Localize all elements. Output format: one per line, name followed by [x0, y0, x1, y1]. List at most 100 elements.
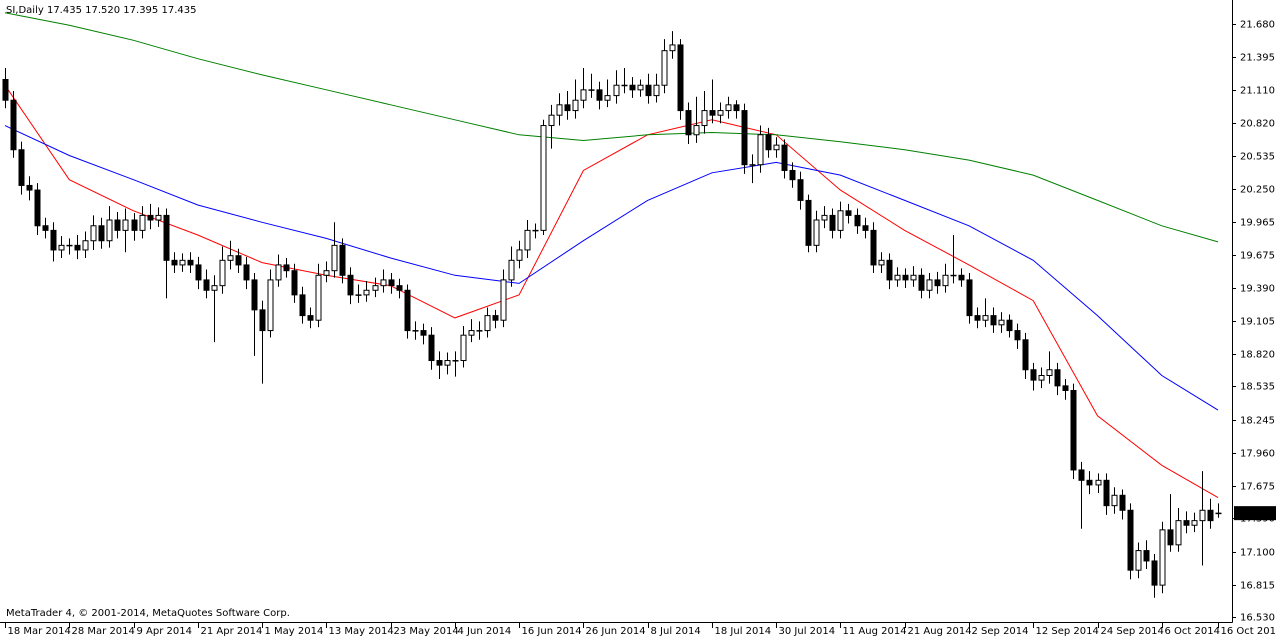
- candle-body: [42, 225, 49, 231]
- candle-body: [50, 229, 57, 251]
- candle-body: [604, 95, 611, 101]
- candle-body: [1086, 479, 1093, 486]
- candle-body: [717, 110, 724, 116]
- candle-body: [339, 244, 346, 276]
- candle-body: [460, 334, 467, 362]
- candle-body: [918, 274, 925, 291]
- candle-body: [412, 330, 419, 332]
- candle-body: [307, 315, 314, 321]
- candle-body: [669, 44, 676, 52]
- candle-body: [845, 210, 852, 216]
- candle-body: [902, 274, 909, 281]
- y-tick-label: 17.100: [1240, 548, 1275, 559]
- candle-body: [34, 189, 41, 227]
- candle-body: [1127, 509, 1134, 571]
- candle-body: [854, 214, 861, 227]
- candle-body: [958, 274, 965, 281]
- candle-body: [420, 330, 427, 336]
- candle-body: [187, 259, 194, 266]
- candle-body: [452, 360, 459, 362]
- candle-body: [468, 330, 475, 336]
- candle-body: [894, 274, 901, 281]
- y-tick-label: 21.110: [1240, 86, 1275, 97]
- candle-body: [1095, 479, 1102, 486]
- candle-body: [2, 78, 9, 101]
- x-tick-label: 11 Aug 2014: [843, 626, 907, 637]
- price-marker: [1234, 506, 1276, 521]
- candle-body: [396, 285, 403, 291]
- x-tick-label: 21 Aug 2014: [908, 626, 972, 637]
- candle-body: [733, 104, 740, 112]
- candle-body: [701, 110, 708, 127]
- y-tick-label: 19.105: [1240, 317, 1275, 328]
- candle-body: [741, 110, 748, 166]
- candle-body: [500, 279, 507, 321]
- candle-body: [347, 274, 354, 296]
- moving-average: [4, 12, 1219, 243]
- moving-average: [4, 84, 1219, 499]
- x-tick-label: 21 Apr 2014: [201, 626, 263, 637]
- candle-body: [227, 255, 234, 261]
- candle-body: [950, 274, 957, 277]
- candle-body: [66, 244, 73, 247]
- candle-body: [508, 259, 515, 281]
- candle-body: [1062, 385, 1069, 391]
- candle-body: [251, 279, 258, 311]
- candle-body: [163, 214, 170, 261]
- y-tick-label: 21.680: [1240, 20, 1275, 31]
- candle-body: [275, 264, 282, 281]
- x-tick-label: 16 Oct 2014: [1221, 626, 1276, 637]
- candle-body: [781, 144, 788, 171]
- candle-body: [436, 360, 443, 366]
- x-tick-label: 4 Jun 2014: [458, 626, 512, 637]
- candle-body: [131, 219, 138, 231]
- candle-body: [323, 270, 330, 276]
- candle-body: [26, 184, 33, 191]
- candle-body: [331, 244, 338, 272]
- y-tick-label: 17.960: [1240, 449, 1275, 460]
- candle-body: [588, 89, 595, 91]
- candle-body: [1119, 494, 1126, 511]
- candle-body: [1143, 550, 1150, 562]
- candle-body: [82, 240, 89, 251]
- candle-body: [355, 294, 362, 296]
- candle-body: [1175, 520, 1182, 546]
- candle-body: [709, 110, 716, 116]
- candle-body: [315, 274, 322, 321]
- x-tick-label: 8 Jul 2014: [651, 626, 701, 637]
- candle-body: [1038, 375, 1045, 381]
- candle-body: [476, 330, 483, 332]
- candle-body: [524, 229, 531, 251]
- candle-body: [444, 360, 451, 366]
- chart-title: SI,Daily 17.435 17.520 17.395 17.435: [6, 5, 196, 16]
- candle-body: [1135, 550, 1142, 571]
- candle-body: [757, 134, 764, 166]
- candle-body: [821, 214, 828, 221]
- candle-body: [910, 274, 917, 281]
- candle-body: [966, 279, 973, 317]
- candle-body: [1022, 339, 1029, 371]
- y-tick-label: 18.245: [1240, 416, 1275, 427]
- candle-body: [685, 110, 692, 136]
- candle-body: [572, 99, 579, 112]
- candle-body: [195, 264, 202, 281]
- candle-body: [171, 259, 178, 266]
- candle-body: [363, 289, 370, 296]
- candle-body: [18, 149, 25, 186]
- candle-body: [653, 84, 660, 97]
- candle-body: [58, 244, 65, 251]
- y-tick-label: 18.535: [1240, 382, 1275, 393]
- candle-body: [805, 199, 812, 246]
- y-tick-label: 20.535: [1240, 152, 1275, 163]
- candle-body: [661, 50, 668, 86]
- y-tick-label: 18.820: [1240, 350, 1275, 361]
- candle-body: [870, 229, 877, 266]
- candle-body: [725, 104, 732, 112]
- candle-body: [1078, 469, 1085, 481]
- axes: 21.680 21.395 21.110 20.820 20.535 20.250 19.9…: [5, 20, 1276, 637]
- candle-body: [749, 164, 756, 166]
- candle-body: [219, 259, 226, 287]
- x-tick-label: 2 Sep 2014: [972, 626, 1029, 637]
- candle-body: [878, 259, 885, 266]
